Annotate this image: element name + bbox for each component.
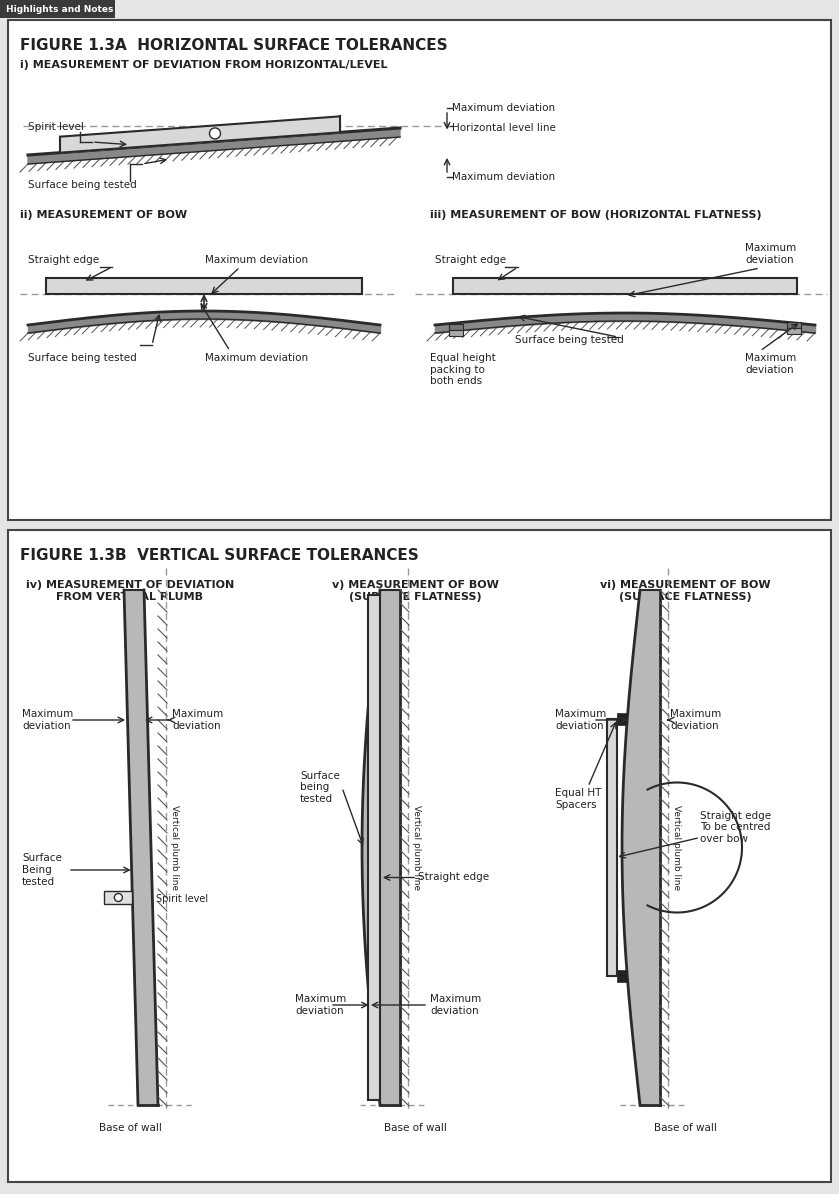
Text: Base of wall: Base of wall (98, 1124, 161, 1133)
Text: Vertical plumb line: Vertical plumb line (672, 805, 681, 890)
Polygon shape (28, 128, 400, 164)
Bar (0, 0, 115, 18)
Text: Maximum deviation: Maximum deviation (452, 103, 555, 113)
Text: Maximum deviation: Maximum deviation (452, 172, 555, 181)
Polygon shape (124, 590, 158, 1104)
Bar (787, 328, 801, 334)
Text: Spirit level: Spirit level (156, 894, 208, 905)
Bar (449, 330, 463, 336)
Text: Horizontal level line: Horizontal level line (452, 123, 556, 133)
Bar (104, 891, 133, 904)
Bar (618, 713, 628, 725)
Bar (453, 278, 797, 294)
Circle shape (114, 893, 122, 901)
Bar (8, 20, 831, 521)
Text: Equal height
packing to
both ends: Equal height packing to both ends (430, 353, 496, 386)
Text: Straight edge: Straight edge (28, 256, 99, 265)
Text: Equal HT
Spacers: Equal HT Spacers (555, 788, 602, 810)
Text: FIGURE 1.3B  VERTICAL SURFACE TOLERANCES: FIGURE 1.3B VERTICAL SURFACE TOLERANCES (20, 548, 419, 564)
Bar (449, 324, 463, 330)
Text: Base of wall: Base of wall (383, 1124, 446, 1133)
Bar (607, 719, 618, 977)
Text: Surface being tested: Surface being tested (515, 336, 623, 345)
Text: Vertical plumb line: Vertical plumb line (412, 805, 421, 890)
Text: Maximum
deviation: Maximum deviation (172, 709, 223, 731)
Text: Maximum deviation: Maximum deviation (205, 256, 308, 265)
Text: ii) MEASUREMENT OF BOW: ii) MEASUREMENT OF BOW (20, 210, 187, 220)
Text: Maximum
deviation: Maximum deviation (745, 353, 796, 375)
Text: Surface
Being
tested: Surface Being tested (22, 854, 62, 887)
Text: Maximum
deviation: Maximum deviation (745, 244, 796, 265)
Bar (46, 278, 362, 294)
Text: Surface
being
tested: Surface being tested (300, 771, 340, 804)
Text: Straight edge
To be centred
over bow: Straight edge To be centred over bow (700, 811, 771, 844)
Text: Vertical plumb line: Vertical plumb line (170, 805, 179, 890)
Text: Maximum
deviation: Maximum deviation (430, 995, 482, 1016)
Text: FIGURE 1.3A  HORIZONTAL SURFACE TOLERANCES: FIGURE 1.3A HORIZONTAL SURFACE TOLERANCE… (20, 38, 448, 54)
Bar (8, 530, 831, 1182)
Text: iii) MEASUREMENT OF BOW (HORIZONTAL FLATNESS): iii) MEASUREMENT OF BOW (HORIZONTAL FLAT… (430, 210, 762, 220)
Text: Straight edge: Straight edge (418, 873, 489, 882)
Text: Maximum
deviation: Maximum deviation (555, 709, 607, 731)
Text: iv) MEASUREMENT OF DEVIATION
FROM VERTICAL PLUMB: iv) MEASUREMENT OF DEVIATION FROM VERTIC… (26, 580, 234, 602)
Text: Surface being tested: Surface being tested (28, 180, 137, 190)
Text: Maximum
deviation: Maximum deviation (670, 709, 722, 731)
Text: Maximum
deviation: Maximum deviation (295, 995, 347, 1016)
Text: Surface being tested: Surface being tested (28, 353, 137, 363)
Bar (618, 971, 628, 983)
Text: Maximum deviation: Maximum deviation (205, 353, 308, 363)
Bar (368, 595, 380, 1100)
Polygon shape (60, 116, 340, 153)
Text: Straight edge: Straight edge (435, 256, 506, 265)
Bar (787, 322, 801, 328)
Circle shape (210, 128, 221, 139)
Text: Spirit level: Spirit level (28, 122, 84, 133)
Text: vi) MEASUREMENT OF BOW
(SURFACE FLATNESS): vi) MEASUREMENT OF BOW (SURFACE FLATNESS… (600, 580, 770, 602)
Text: Maximum
deviation: Maximum deviation (22, 709, 73, 731)
Text: v) MEASUREMENT OF BOW
(SURFACE FLATNESS): v) MEASUREMENT OF BOW (SURFACE FLATNESS) (331, 580, 498, 602)
Text: Base of wall: Base of wall (654, 1124, 717, 1133)
Text: Highlights and Notes: Highlights and Notes (6, 5, 113, 13)
Text: i) MEASUREMENT OF DEVIATION FROM HORIZONTAL/LEVEL: i) MEASUREMENT OF DEVIATION FROM HORIZON… (20, 60, 388, 70)
